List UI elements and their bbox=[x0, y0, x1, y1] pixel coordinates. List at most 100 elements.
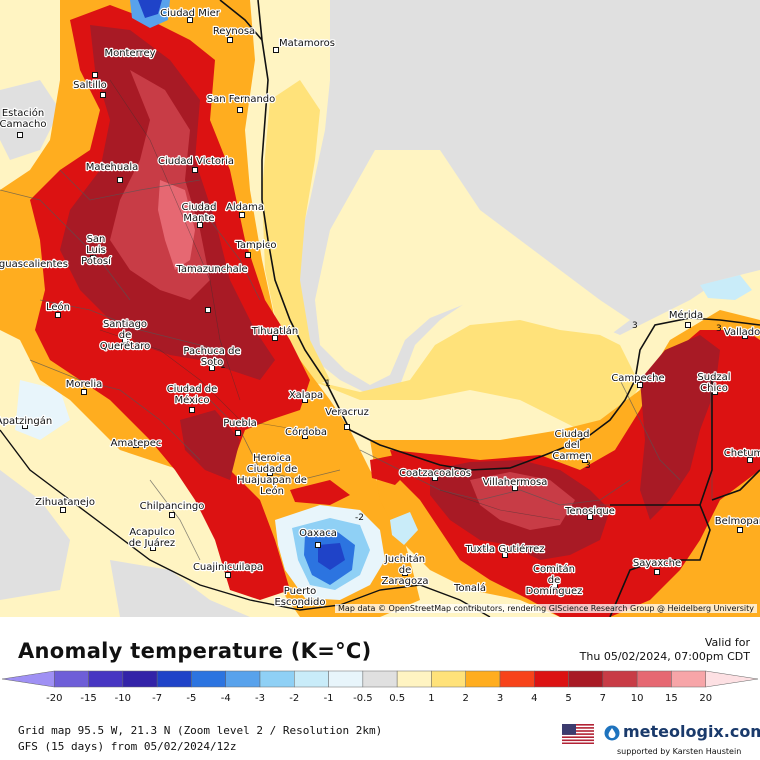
valid-time: Thu 05/02/2024, 07:00pm CDT bbox=[579, 650, 750, 663]
city-label: Tihuatlán bbox=[251, 325, 299, 337]
city-marker bbox=[60, 507, 66, 513]
yucatan-dark-core bbox=[640, 335, 720, 520]
colorbar-tick-label: -10 bbox=[115, 693, 131, 704]
city-marker bbox=[92, 72, 98, 78]
contour-label: 3 bbox=[716, 324, 722, 334]
contour-label: 1 bbox=[220, 361, 226, 371]
brand-name[interactable]: meteologix.com bbox=[623, 722, 760, 741]
city-label: Acapulco de Juárez bbox=[129, 527, 175, 549]
west-grey-patch-2 bbox=[15, 380, 70, 440]
colorbar-tick-label: -20 bbox=[46, 693, 62, 704]
city-marker bbox=[315, 542, 321, 548]
city-label: Oaxaca bbox=[299, 528, 337, 539]
city-marker bbox=[117, 177, 123, 183]
city-label: Matamoros bbox=[279, 38, 335, 49]
city-label: Coatzacoalcos bbox=[399, 468, 471, 479]
colorbar-tick-label: -7 bbox=[152, 693, 162, 704]
city-label: Tuxtla Gutiérrez bbox=[464, 543, 544, 555]
city-label: Puerto Escondido bbox=[274, 586, 325, 608]
colorbar-tick-label: 20 bbox=[699, 693, 712, 704]
city-label: Ciudad Victoria bbox=[158, 156, 234, 167]
colorbar-segment bbox=[499, 670, 535, 688]
city-marker bbox=[90, 255, 96, 261]
city-marker bbox=[169, 512, 175, 518]
city-marker bbox=[150, 545, 156, 551]
colorbar-segment bbox=[568, 670, 604, 688]
city-marker bbox=[502, 552, 508, 558]
city-marker bbox=[133, 442, 139, 448]
city-label: León bbox=[46, 301, 70, 313]
colorbar-segment bbox=[636, 670, 672, 688]
city-label: Veracruz bbox=[325, 407, 369, 418]
city-label: Saltillo bbox=[73, 80, 107, 91]
city-marker bbox=[22, 423, 28, 429]
interior-red-blob bbox=[290, 480, 350, 505]
pacific-coastline bbox=[0, 429, 491, 617]
city-marker bbox=[100, 92, 106, 98]
city-marker bbox=[432, 475, 438, 481]
colorbar-tick-label: 15 bbox=[665, 693, 678, 704]
city-label: Valladolid bbox=[724, 327, 760, 338]
city-marker bbox=[582, 457, 588, 463]
colorbar-tick-label: 10 bbox=[631, 693, 644, 704]
west-grey-patch bbox=[0, 80, 60, 160]
city-marker bbox=[637, 382, 643, 388]
colorbar-tick-label: -0.5 bbox=[353, 693, 373, 704]
city-label: Chilpancingo bbox=[140, 501, 205, 512]
contour-label: -2 bbox=[355, 513, 364, 523]
colorbar-tick-label: -5 bbox=[186, 693, 196, 704]
city-marker bbox=[122, 337, 128, 343]
city-marker bbox=[587, 514, 593, 520]
city-label: Tenosique bbox=[564, 506, 615, 517]
southeast-mid-core bbox=[470, 472, 575, 530]
city-marker bbox=[197, 222, 203, 228]
city-label: Santiago de Querétaro bbox=[100, 319, 150, 352]
colorbar-tick-label: 0.5 bbox=[389, 693, 405, 704]
meteologix-drop-icon bbox=[604, 725, 620, 741]
city-label: Ciudad de México bbox=[167, 384, 218, 406]
city-label: Tonalá bbox=[453, 582, 486, 594]
support-text: supported by Karsten Haustein bbox=[617, 747, 742, 756]
legend-panel: Anomaly temperature (K=°C) Valid for Thu… bbox=[0, 617, 760, 760]
city-label: Chetumal bbox=[724, 448, 760, 459]
pacific-coast-grey bbox=[110, 560, 250, 617]
city-label: Apatzingán bbox=[0, 415, 52, 427]
city-marker bbox=[712, 389, 718, 395]
colorbar-segment bbox=[88, 670, 124, 688]
city-marker bbox=[747, 457, 753, 463]
city-label: Estación Camacho bbox=[0, 107, 46, 130]
city-marker bbox=[209, 365, 215, 371]
valid-label: Valid for bbox=[704, 636, 750, 649]
city-marker bbox=[267, 470, 273, 476]
city-label: Ciudad del Carmen bbox=[552, 429, 591, 462]
colorbar-tick-label: -1 bbox=[324, 693, 334, 704]
city-label: San Luis Potosí bbox=[81, 234, 112, 267]
city-marker bbox=[685, 322, 691, 328]
colorbar-segment bbox=[396, 670, 432, 688]
grid-info: Grid map 95.5 W, 21.3 N (Zoom level 2 / … bbox=[18, 724, 383, 737]
city-label: Tampico bbox=[234, 240, 276, 251]
contour-labels: 1 3 -2 3 3 1 bbox=[220, 321, 722, 523]
city-label: Córdoba bbox=[285, 426, 327, 438]
city-label: Amatepec bbox=[111, 438, 162, 449]
city-label: Morelia bbox=[66, 379, 102, 390]
colorbar-segment bbox=[534, 670, 569, 688]
gulf-south-yellow bbox=[310, 320, 640, 440]
contour-label: 3 bbox=[632, 321, 638, 331]
coastline bbox=[257, 0, 760, 471]
city-marker bbox=[302, 433, 308, 439]
city-label: Aldama bbox=[226, 202, 264, 213]
plateau-pink-core bbox=[158, 180, 195, 270]
colorbar-tick-label: 3 bbox=[497, 693, 503, 704]
colorbar-tick-label: 4 bbox=[531, 693, 537, 704]
colorbar-segment bbox=[156, 670, 192, 688]
city-marker bbox=[654, 569, 660, 575]
colorbar-tick-label: 7 bbox=[600, 693, 606, 704]
anomaly-map: 1 3 -2 3 3 1 Ciudad Mier Reynosa Matamoros… bbox=[0, 0, 760, 617]
colorbar-tick-label: 1 bbox=[428, 693, 434, 704]
us-flag-icon bbox=[562, 724, 594, 744]
cities-layer: Ciudad Mier Reynosa Matamoros Monterrey Salt… bbox=[0, 7, 760, 609]
city-marker bbox=[512, 485, 518, 491]
city-label: Heroica Ciudad de Huajuapan de León bbox=[237, 453, 307, 497]
gulf-west-yellow bbox=[262, 80, 330, 390]
